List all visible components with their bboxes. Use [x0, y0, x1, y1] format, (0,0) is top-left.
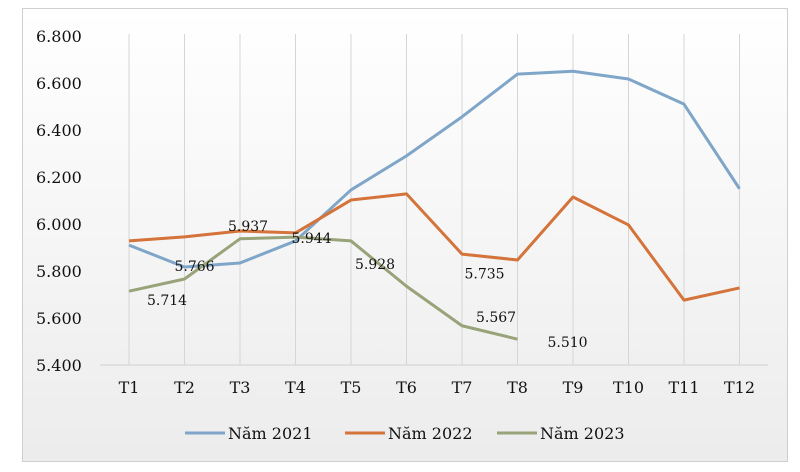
- x-tick-label: T6: [396, 378, 417, 397]
- x-tick-label: T2: [174, 378, 195, 397]
- y-tick-label: 6.800: [36, 27, 82, 46]
- x-tick-label: T1: [119, 378, 140, 397]
- data-label: 5.944: [292, 231, 332, 247]
- data-label: 5.766: [175, 259, 215, 275]
- y-tick-label: 6.000: [36, 215, 82, 234]
- y-tick-label: 5.400: [36, 356, 82, 375]
- y-tick-label: 6.200: [36, 168, 82, 187]
- x-tick-label: T5: [341, 378, 362, 397]
- legend-label: Năm 2023: [540, 424, 625, 443]
- data-label: 5.567: [476, 310, 516, 326]
- x-tick-label: T11: [668, 378, 699, 397]
- series-line-3: [128, 235, 518, 341]
- series-line-1: [128, 69, 741, 269]
- x-tick-label: T7: [452, 378, 473, 397]
- data-label: 5.928: [355, 257, 395, 273]
- legend-label: Năm 2021: [228, 424, 313, 443]
- x-tick-label: T12: [724, 378, 755, 397]
- y-tick-label: 6.400: [36, 121, 82, 140]
- x-tick-label: T9: [563, 378, 584, 397]
- y-tick-label: 5.800: [36, 262, 82, 281]
- data-label: 5.714: [147, 293, 187, 309]
- x-tick-label: T3: [230, 378, 251, 397]
- legend-label: Năm 2022: [388, 424, 473, 443]
- data-label: 5.735: [465, 266, 505, 282]
- x-tick-label: T10: [613, 378, 644, 397]
- x-tick-label: T4: [285, 378, 306, 397]
- x-tick-label: T8: [507, 378, 528, 397]
- series-line-2: [128, 192, 740, 302]
- chart-frame: [22, 8, 788, 462]
- y-tick-label: 6.600: [36, 74, 82, 93]
- y-tick-label: 5.600: [36, 309, 82, 328]
- data-label: 5.510: [548, 335, 588, 351]
- data-label: 5.937: [228, 219, 268, 235]
